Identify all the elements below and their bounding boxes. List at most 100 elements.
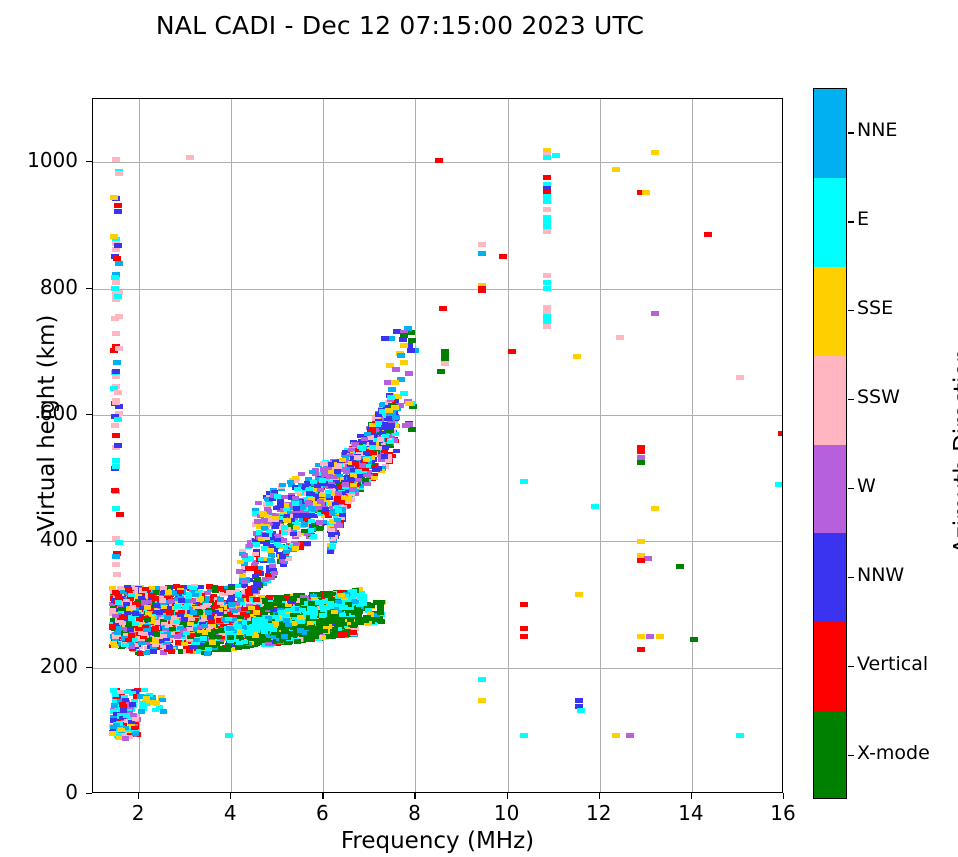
echo-point [326,549,334,555]
echo-point [325,513,333,519]
echo-point [385,407,394,413]
echo-point [359,463,367,468]
echo-point [498,254,507,260]
echo-point [183,630,191,636]
echo-point [293,532,301,537]
echo-point [189,606,197,611]
echo-point [324,592,332,597]
echo-point [542,323,551,329]
gridline-vertical [231,99,233,792]
echo-point [441,356,450,362]
echo-point [131,637,139,643]
echo-point [278,599,286,604]
echo-point [285,603,293,608]
echo-point [369,445,377,450]
echo-point [278,610,286,615]
echo-point [263,603,271,609]
echo-point [132,602,140,607]
echo-point [291,605,299,611]
echo-point [478,251,487,257]
echo-point [397,352,406,358]
echo-point [542,190,551,195]
echo-point [542,286,551,292]
echo-point [120,708,128,713]
echo-point [122,627,130,632]
echo-point [143,627,151,633]
echo-point [388,433,396,438]
plot-axes-area [92,98,783,793]
echo-point [237,629,245,634]
echo-point [160,589,168,595]
echo-point [542,219,551,225]
echo-point [177,609,185,615]
echo-point [112,360,121,366]
echo-point [109,625,117,630]
echo-point [251,551,259,557]
echo-point [253,542,261,547]
echo-point [270,570,278,576]
echo-point [138,595,146,601]
echo-point [279,620,287,625]
echo-point [267,623,275,628]
echo-point [130,725,138,730]
echo-point [113,243,122,249]
echo-point [112,505,121,511]
echo-point [575,697,583,703]
echo-point [110,194,119,200]
x-tick-label: 8 [408,801,421,825]
echo-point [226,631,234,637]
echo-point [118,702,126,707]
echo-point [334,608,342,614]
echo-point [542,279,551,285]
echo-point [519,633,528,639]
echo-point [345,602,353,607]
echo-point [641,190,650,195]
echo-point [338,592,346,598]
echo-point [184,595,192,601]
echo-point [278,637,286,642]
echo-point [229,644,237,650]
echo-point [280,624,288,630]
echo-point [177,632,185,638]
echo-point [112,399,121,405]
echo-point [441,360,450,366]
y-tick-mark [86,793,92,795]
echo-point [542,198,551,204]
echo-point [256,565,264,571]
colorbar-label-sse: SSE [857,297,894,320]
echo-point [308,518,316,524]
echo-point [280,562,288,568]
echo-point [187,624,195,629]
echo-point [318,478,326,483]
echo-point [251,566,259,571]
colorbar-tick-mark [848,665,854,667]
echo-point [651,505,659,511]
echo-point [296,628,304,633]
echo-point [137,640,145,646]
echo-point [250,563,258,568]
gridline-horizontal [93,414,782,416]
echo-point [245,589,253,594]
echo-point [260,598,268,603]
echo-point [363,450,371,456]
echo-point [338,512,346,518]
echo-point [354,477,362,483]
echo-point [221,617,229,622]
gridline-horizontal [93,541,782,543]
echo-point [269,543,277,549]
echo-point [131,611,139,616]
echo-point [112,572,121,578]
echo-point [235,583,243,589]
echo-point [322,622,330,627]
echo-point [441,354,450,360]
y-tick-mark [86,540,92,542]
echo-point [180,628,188,633]
echo-point [338,612,346,618]
echo-point [262,605,270,611]
echo-point [353,455,361,460]
echo-point [292,541,300,547]
echo-point [319,604,327,610]
echo-point [173,627,181,633]
echo-point [115,626,123,631]
echo-point [355,586,363,592]
